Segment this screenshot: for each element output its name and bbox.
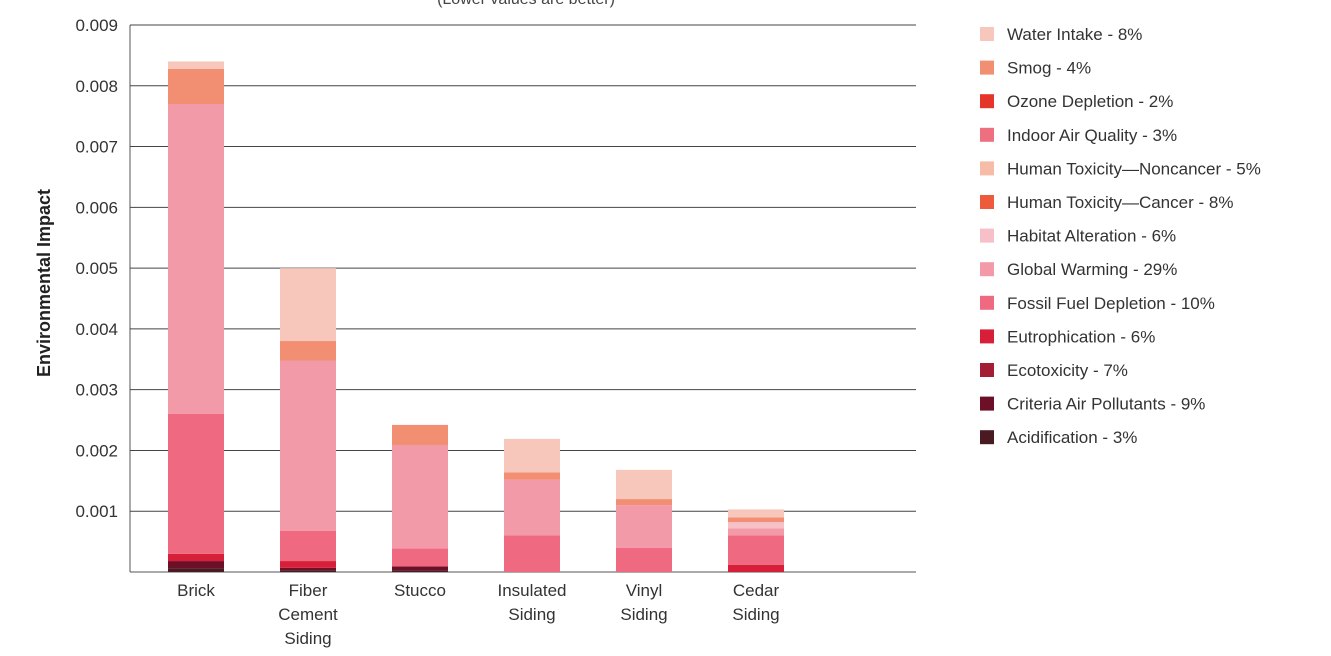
legend-swatch bbox=[980, 329, 994, 344]
y-tick-label: 0.002 bbox=[75, 441, 118, 460]
legend-label: Human Toxicity—Cancer - 8% bbox=[1007, 193, 1233, 212]
y-tick-label: 0.009 bbox=[75, 16, 118, 35]
legend: Water Intake - 8% Smog - 4% Ozone Depletio… bbox=[980, 25, 1261, 447]
bar-segment bbox=[280, 530, 336, 562]
x-tick-label: Insulated Siding bbox=[498, 581, 567, 624]
bar-segment bbox=[728, 509, 784, 518]
bar-segment bbox=[168, 561, 224, 569]
x-tick-label: Vinyl Siding bbox=[620, 581, 667, 624]
bar-segment bbox=[616, 499, 672, 506]
legend-swatch bbox=[980, 27, 994, 41]
y-axis-label: Environmental Impact bbox=[34, 189, 54, 377]
legend-swatch bbox=[980, 430, 994, 445]
bar-segment bbox=[392, 444, 448, 549]
legend-item: Habitat Alteration - 6% bbox=[980, 227, 1176, 246]
legend-item: Human Toxicity—Cancer - 8% bbox=[980, 193, 1233, 212]
bar-segment bbox=[280, 567, 336, 571]
x-tick-label: Cedar Siding bbox=[732, 581, 779, 624]
bar-segment bbox=[168, 104, 224, 414]
y-tick-label: 0.001 bbox=[75, 502, 118, 521]
x-tick-label: Fiber Cement Siding bbox=[278, 581, 338, 648]
y-tick-label: 0.005 bbox=[75, 259, 118, 278]
y-tick-label: 0.006 bbox=[75, 198, 118, 217]
bar-segment bbox=[280, 561, 336, 568]
bar-segment bbox=[728, 517, 784, 523]
bar-segment bbox=[504, 472, 560, 480]
legend-label: Human Toxicity—Noncancer - 5% bbox=[1007, 159, 1261, 178]
y-tick-label: 0.007 bbox=[75, 138, 118, 157]
bar-segment bbox=[728, 564, 784, 572]
bar-segment bbox=[504, 479, 560, 536]
bar-segment bbox=[280, 360, 336, 531]
legend-label: Global Warming - 29% bbox=[1007, 260, 1177, 279]
bar-segment bbox=[168, 61, 224, 69]
bar-segment bbox=[168, 68, 224, 105]
legend-swatch bbox=[980, 127, 994, 142]
bar-segment bbox=[280, 570, 336, 572]
bar-segment bbox=[168, 413, 224, 554]
y-axis-ticks: 0.001 0.002 0.003 0.004 0.005 0.006 0.007 0.008… bbox=[75, 16, 118, 521]
legend-item: Indoor Air Quality - 3% bbox=[980, 126, 1177, 145]
bar-segment bbox=[168, 568, 224, 572]
legend-item: Criteria Air Pollutants - 9% bbox=[980, 395, 1205, 414]
legend-item: Acidification - 3% bbox=[980, 428, 1137, 447]
legend-label: Eutrophication - 6% bbox=[1007, 327, 1155, 346]
bar-segment bbox=[504, 535, 560, 572]
legend-item: Smog - 4% bbox=[980, 59, 1091, 78]
bar-segment bbox=[728, 528, 784, 536]
legend-swatch bbox=[980, 262, 994, 277]
x-tick-label: Brick bbox=[177, 581, 215, 600]
legend-swatch bbox=[980, 228, 994, 243]
legend-item: Fossil Fuel Depletion - 10% bbox=[980, 294, 1215, 313]
bar-segment bbox=[504, 438, 560, 473]
legend-swatch bbox=[980, 195, 994, 209]
legend-label: Fossil Fuel Depletion - 10% bbox=[1007, 294, 1215, 313]
legend-swatch bbox=[980, 396, 994, 411]
legend-label: Water Intake - 8% bbox=[1007, 25, 1142, 44]
legend-swatch bbox=[980, 60, 994, 75]
bar-segment bbox=[616, 505, 672, 548]
x-axis-categories: Brick Fiber Cement Siding Stucco Insulated Sid… bbox=[177, 581, 780, 648]
bar-segment bbox=[392, 566, 448, 571]
legend-item: Ozone Depletion - 2% bbox=[980, 92, 1173, 111]
legend-swatch bbox=[980, 161, 994, 176]
legend-item: Ecotoxicity - 7% bbox=[980, 361, 1128, 380]
bar-segment bbox=[728, 522, 784, 529]
legend-label: Indoor Air Quality - 3% bbox=[1007, 126, 1177, 145]
legend-label: Criteria Air Pollutants - 9% bbox=[1007, 395, 1205, 414]
legend-label: Smog - 4% bbox=[1007, 59, 1091, 78]
legend-swatch bbox=[980, 94, 994, 109]
bar-segment bbox=[280, 341, 336, 361]
bar-stacks bbox=[168, 61, 784, 572]
legend-label: Acidification - 3% bbox=[1007, 428, 1137, 447]
bar-segment bbox=[616, 547, 672, 572]
gridlines bbox=[129, 24, 916, 573]
bar-segment bbox=[392, 570, 448, 572]
legend-label: Ecotoxicity - 7% bbox=[1007, 361, 1128, 380]
bar-segment bbox=[392, 424, 448, 445]
legend-label: Ozone Depletion - 2% bbox=[1007, 92, 1173, 111]
legend-swatch bbox=[980, 363, 994, 377]
legend-item: Water Intake - 8% bbox=[980, 25, 1142, 44]
bar-segment bbox=[392, 548, 448, 567]
bar-segment bbox=[280, 268, 336, 342]
chart-subtitle: (Lower values are better) bbox=[437, 0, 615, 8]
y-tick-label: 0.004 bbox=[75, 320, 118, 339]
bar-segment bbox=[728, 535, 784, 565]
x-tick-label: Stucco bbox=[394, 581, 446, 600]
legend-item: Global Warming - 29% bbox=[980, 260, 1177, 279]
bar-segment bbox=[168, 553, 224, 562]
legend-item: Eutrophication - 6% bbox=[980, 327, 1155, 346]
y-tick-label: 0.008 bbox=[75, 77, 118, 96]
legend-label: Habitat Alteration - 6% bbox=[1007, 227, 1176, 246]
y-tick-label: 0.003 bbox=[75, 381, 118, 400]
bar-segment bbox=[616, 469, 672, 500]
legend-swatch bbox=[980, 295, 994, 310]
legend-item: Human Toxicity—Noncancer - 5% bbox=[980, 159, 1261, 178]
